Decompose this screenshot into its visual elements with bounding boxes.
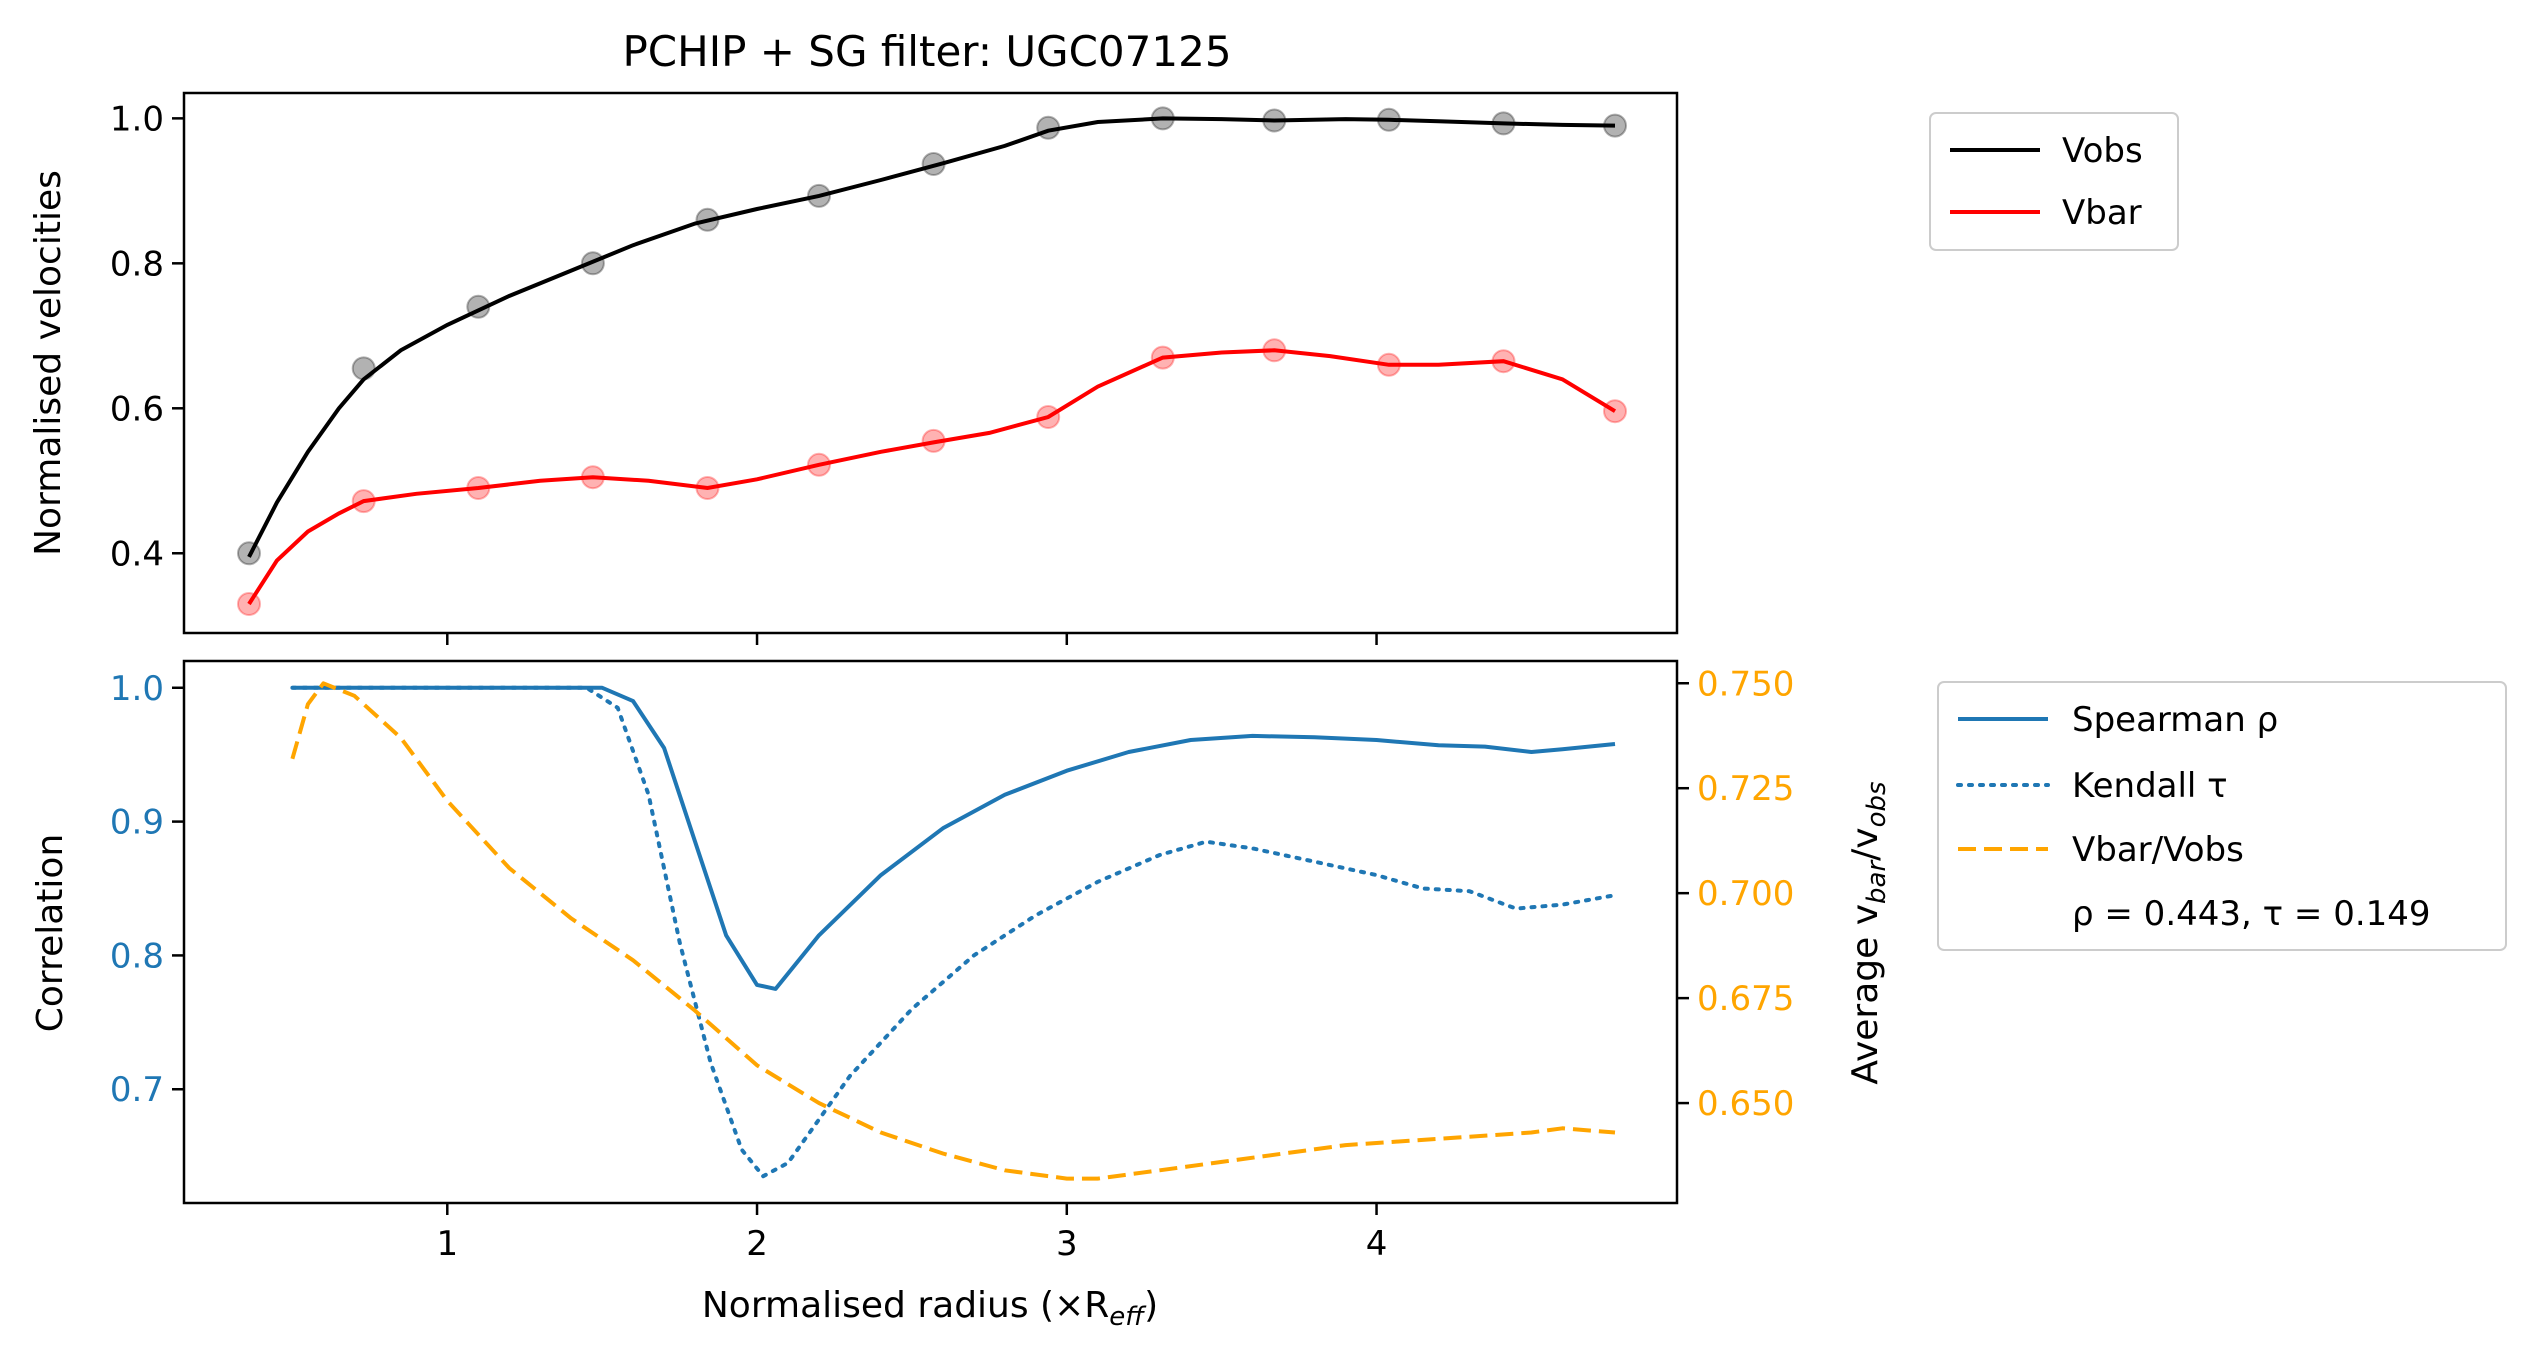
- vobs-point: [1150, 106, 1175, 131]
- top-legend: Vobs Vbar: [1929, 112, 2179, 251]
- bottom-right-y-tick-label: 0.650: [1697, 1084, 1794, 1124]
- top-axes-frame: [182, 91, 1679, 635]
- bottom-right-y-tick-label: 0.700: [1697, 874, 1794, 914]
- vobs-point: [1491, 111, 1516, 136]
- top-panel: 0.4 0.6 0.8 1.0 Normalised velocities: [28, 91, 1679, 645]
- top-legend-frame: [1929, 112, 2179, 251]
- vbar-point: [807, 452, 831, 477]
- vbar-point: [466, 476, 491, 500]
- bottom-x-tick-label: 1: [436, 1224, 458, 1264]
- bottom-axes-frame: [182, 659, 1679, 1205]
- bottom-x-tick-label: 3: [1056, 1224, 1078, 1264]
- vbar-point: [695, 476, 720, 500]
- top-y-tick-label: 1.0: [110, 99, 164, 139]
- bottom-x-axis: 1 2 3 4: [436, 1203, 1387, 1264]
- vbar-point: [921, 428, 946, 453]
- legend-label-vbar: Vbar: [2062, 193, 2142, 233]
- vobs-line: [247, 116, 1616, 558]
- vbar-vobs-line: [290, 681, 1616, 1181]
- top-y-axis: 0.4 0.6 0.8 1.0: [110, 99, 184, 574]
- legend-label-kendall: Kendall τ: [2072, 766, 2228, 806]
- top-y-tick-label: 0.6: [110, 389, 164, 429]
- vbar-line: [247, 348, 1617, 606]
- bottom-right-y-tick-label: 0.725: [1697, 769, 1794, 809]
- x-axis-label: Normalised radius (×Reff): [702, 1285, 1158, 1332]
- spearman-rho-line: [292, 685, 1616, 991]
- legend-annotation-stats: ρ = 0.443, τ = 0.149: [2072, 894, 2431, 934]
- vobs-point: [1603, 113, 1627, 138]
- bottom-right-y-tick-label: 0.675: [1697, 979, 1794, 1019]
- bottom-legend: Spearman ρ Kendall τ Vbar/Vobs ρ = 0.443…: [1937, 681, 2507, 951]
- top-y-axis-label: Normalised velocities: [28, 170, 69, 556]
- vbar-point: [1262, 338, 1287, 363]
- bottom-x-tick-label: 2: [746, 1224, 768, 1264]
- bottom-legend-frame: [1937, 681, 2507, 951]
- bottom-left-y-tick-label: 0.7: [110, 1070, 164, 1110]
- legend-label-vobs: Vobs: [2062, 131, 2143, 171]
- top-y-tick-label: 0.8: [110, 244, 164, 284]
- vobs-point: [351, 356, 376, 381]
- vobs-point: [695, 207, 720, 232]
- legend-label-vbar-vobs: Vbar/Vobs: [2072, 830, 2244, 870]
- chart-title: PCHIP + SG filter: UGC07125: [622, 27, 1231, 76]
- bottom-x-tick-label: 4: [1366, 1224, 1388, 1264]
- vbar-point: [1150, 345, 1175, 370]
- bottom-left-y-tick-label: 0.9: [110, 803, 164, 843]
- bottom-plot-area: [290, 681, 1617, 1181]
- vobs-point: [807, 183, 831, 208]
- vobs-point: [466, 294, 491, 319]
- bottom-right-y-tick-label: 0.750: [1697, 664, 1794, 704]
- vbar-point: [1491, 349, 1516, 374]
- bottom-left-y-tick-label: 1.0: [110, 669, 164, 709]
- vbar-point: [1603, 399, 1627, 424]
- kendall-tau-line: [290, 685, 1617, 1179]
- bottom-left-y-axis: 0.7 0.8 0.9 1.0: [110, 669, 184, 1110]
- vbar-point: [1376, 352, 1401, 377]
- top-plot-area: [237, 106, 1627, 616]
- vobs-point: [580, 251, 605, 276]
- bottom-right-y-axis-label: Average vbar/vobs: [1845, 781, 1892, 1084]
- vobs-point: [1036, 115, 1061, 140]
- vbar-point: [237, 592, 261, 616]
- top-x-axis: [446, 633, 1378, 645]
- vbar-point: [1036, 405, 1061, 429]
- vobs-point: [237, 541, 261, 566]
- bottom-panel: 0.7 0.8 0.9 1.0 0.650 0.675 0.700 0.725 0.750 1…: [30, 659, 1892, 1332]
- vobs-point: [1262, 108, 1287, 133]
- vobs-point: [1376, 107, 1401, 132]
- vobs-point: [921, 152, 946, 176]
- top-y-tick-label: 0.4: [110, 534, 164, 574]
- bottom-y-axis-label: Correlation: [30, 834, 71, 1033]
- bottom-right-y-axis: 0.650 0.675 0.700 0.725 0.750: [1677, 664, 1794, 1124]
- bottom-left-y-tick-label: 0.8: [110, 936, 164, 976]
- vbar-point: [351, 489, 376, 514]
- legend-label-spearman: Spearman ρ: [2072, 700, 2278, 740]
- vbar-point: [580, 465, 605, 490]
